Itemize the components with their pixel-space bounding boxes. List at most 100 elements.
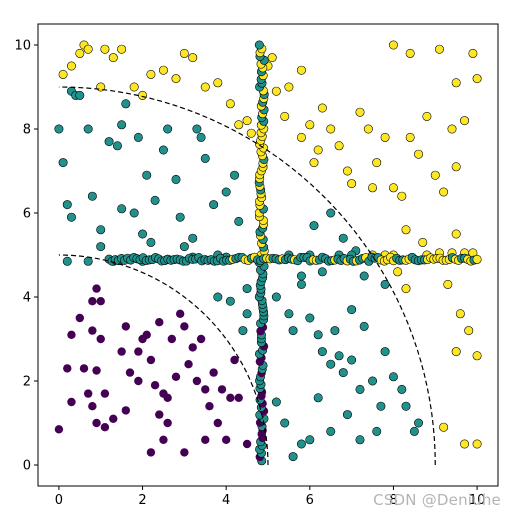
scatter-point — [138, 229, 148, 239]
scatter-point — [451, 347, 461, 357]
scatter-point — [121, 322, 131, 331]
scatter-point — [296, 132, 306, 142]
scatter-point — [117, 120, 127, 130]
scatter-point — [96, 297, 105, 306]
scatter-point — [213, 418, 223, 428]
scatter-point — [401, 284, 411, 294]
scatter-point — [88, 326, 97, 335]
scatter-point — [58, 69, 68, 79]
scatter-point — [242, 439, 252, 449]
scatter-point — [230, 355, 239, 365]
scatter-point — [54, 124, 64, 134]
scatter-point — [234, 393, 243, 402]
scatter-point — [409, 426, 419, 436]
scatter-point — [200, 153, 210, 163]
scatter-point — [313, 145, 323, 155]
scatter-point — [209, 200, 219, 210]
scatter-point — [133, 132, 143, 142]
scatter-point — [75, 90, 85, 100]
y-tick-label: 8 — [23, 123, 31, 138]
scatter-point — [96, 242, 106, 252]
scatter-point — [108, 53, 118, 63]
watermark-text: CSDN @Deniuhe — [373, 491, 501, 509]
scatter-point — [67, 330, 76, 339]
scatter-point — [87, 191, 97, 201]
scatter-point — [326, 124, 336, 134]
scatter-point — [439, 422, 449, 432]
scatter-point — [230, 170, 240, 180]
scatter-point — [430, 170, 440, 180]
scatter-point — [175, 212, 185, 222]
scatter-point — [158, 65, 168, 75]
scatter-point — [330, 326, 340, 336]
scatter-point — [146, 237, 156, 247]
scatter-point — [129, 82, 139, 92]
scatter-point — [221, 435, 231, 444]
scatter-point — [66, 61, 76, 71]
scatter-point — [355, 384, 365, 394]
scatter-point — [284, 82, 294, 92]
scatter-point — [359, 271, 369, 281]
scatter-point — [146, 448, 156, 457]
scatter-point — [209, 368, 218, 377]
scatter-point — [217, 385, 227, 394]
scatter-point — [451, 162, 461, 172]
scatter-point — [134, 376, 143, 386]
scatter-point — [146, 355, 156, 365]
scatter-point — [117, 347, 126, 356]
scatter-point — [296, 65, 306, 75]
scatter-point — [296, 279, 306, 289]
plot-frame — [37, 23, 499, 487]
x-tick-label: 6 — [306, 493, 314, 508]
scatter-point — [213, 292, 223, 302]
scatter-point — [271, 86, 281, 96]
scatter-point — [359, 321, 369, 331]
scatter-point — [163, 124, 173, 134]
x-tick-label: 4 — [222, 493, 230, 508]
scatter-point — [317, 267, 327, 277]
scatter-point — [472, 351, 482, 361]
scatter-point — [66, 212, 76, 222]
scatter-point — [393, 267, 403, 277]
scatter-point — [355, 107, 365, 117]
scatter-point — [121, 406, 131, 415]
scatter-point — [242, 309, 252, 319]
scatter-point — [171, 372, 181, 381]
scatter-point — [472, 439, 482, 449]
scatter-point — [155, 410, 164, 419]
y-tick-label: 4 — [23, 291, 31, 306]
scatter-point — [305, 435, 315, 445]
scatter-point — [347, 179, 357, 189]
scatter-point — [92, 284, 101, 293]
y-tick-label: 10 — [14, 39, 31, 54]
scatter-point — [280, 418, 290, 428]
plot-marks — [54, 40, 482, 466]
scatter-point — [313, 393, 323, 403]
scatter-point — [326, 426, 336, 436]
scatter-point — [188, 53, 198, 63]
scatter-point — [88, 297, 97, 306]
scatter-point — [380, 132, 390, 142]
scatter-point — [96, 334, 105, 344]
scatter-point — [280, 111, 290, 121]
scatter-point — [92, 366, 101, 375]
scatter-point — [460, 439, 470, 449]
scatter-point — [451, 229, 461, 239]
scatter-point — [100, 44, 110, 54]
scatter-point — [171, 74, 181, 84]
scatter-point — [388, 372, 398, 382]
scatter-point — [288, 452, 298, 462]
scatter-point — [439, 187, 449, 197]
scatter-point — [125, 368, 135, 377]
boundary-arc-2 — [58, 86, 436, 466]
scatter-point — [163, 418, 172, 428]
scatter-point — [455, 309, 465, 319]
scatter-point — [134, 347, 143, 356]
scatter-point — [96, 225, 106, 235]
scatter-point — [179, 48, 189, 58]
scatter-point — [296, 439, 306, 449]
scatter-point — [150, 195, 160, 205]
y-tick-label: 0 — [23, 459, 31, 474]
scatter-point — [100, 423, 110, 432]
